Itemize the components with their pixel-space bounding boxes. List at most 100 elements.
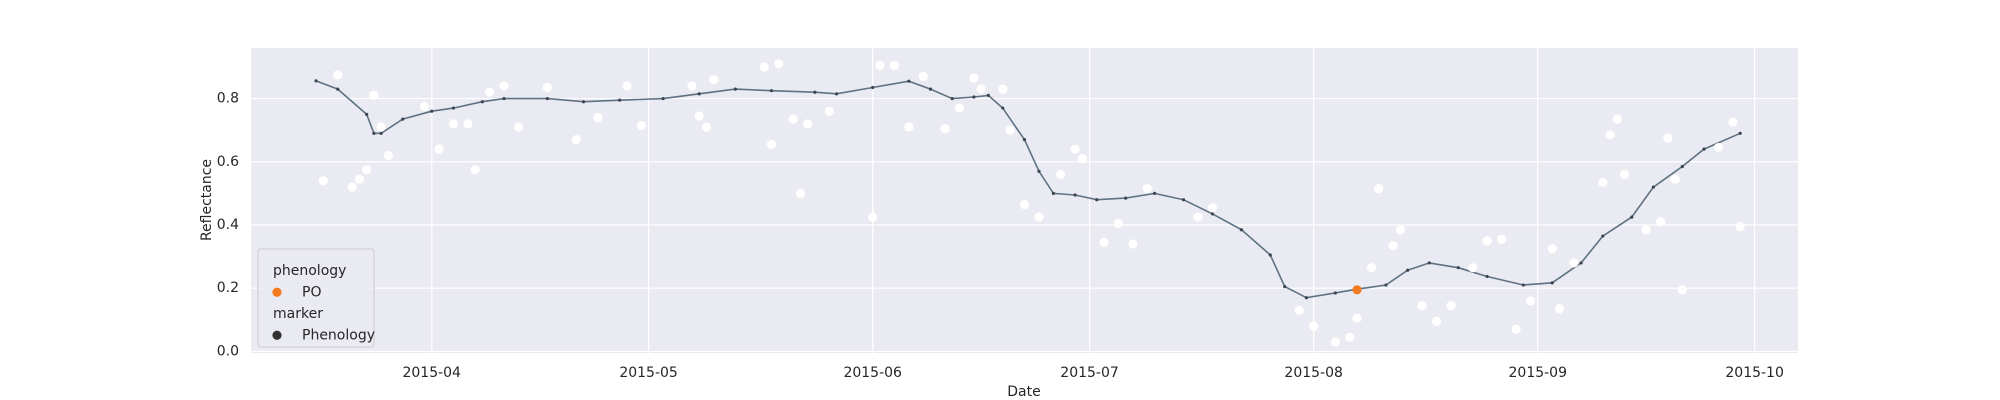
scatter-point <box>1374 184 1384 194</box>
line-point <box>1051 191 1056 195</box>
scatter-point <box>709 75 719 85</box>
line-point <box>1037 169 1041 173</box>
scatter-point <box>904 122 914 132</box>
line-point <box>1333 291 1337 295</box>
scatter-point <box>1099 237 1109 247</box>
line-point <box>1268 253 1272 257</box>
scatter-point <box>1497 234 1507 244</box>
scatter-point <box>1005 125 1015 135</box>
scatter-point <box>448 119 459 129</box>
y-axis-label: Reflectance <box>199 159 215 241</box>
scatter-point <box>1352 313 1362 323</box>
scatter-point <box>636 120 646 131</box>
legend-marker <box>272 287 282 297</box>
line-point <box>1073 193 1077 197</box>
scatter-point <box>868 212 878 222</box>
line-point <box>1738 131 1742 135</box>
line-point <box>1239 228 1243 232</box>
line-point <box>1601 234 1605 238</box>
line-point <box>972 95 976 99</box>
line-point <box>769 89 774 93</box>
scatter-point <box>1113 218 1124 229</box>
line-point <box>1427 261 1431 265</box>
scatter-point <box>1345 332 1355 342</box>
scatter-point <box>622 81 632 91</box>
line-point <box>1124 196 1128 200</box>
scatter-point <box>788 114 798 124</box>
scatter-point <box>701 122 712 132</box>
y-tick-label: 0.8 <box>217 91 239 107</box>
line-point <box>1406 268 1410 272</box>
line-point <box>1001 106 1005 110</box>
scatter-point <box>1670 174 1680 184</box>
scatter-point <box>954 103 965 113</box>
scatter-point <box>1619 169 1630 180</box>
scatter-point <box>463 119 473 129</box>
scatter-point <box>759 62 769 72</box>
scatter-point <box>1641 225 1651 235</box>
scatter-point <box>434 144 444 154</box>
scatter-point <box>513 122 524 132</box>
scatter-point <box>1309 321 1319 331</box>
scatter-point <box>1569 258 1579 268</box>
legend: phenology PO marker Phenology <box>257 248 375 348</box>
line-point <box>950 96 954 101</box>
scatter-point <box>824 106 834 116</box>
y-tick-label: 0.4 <box>217 217 239 233</box>
scatter-point <box>1294 305 1304 315</box>
scatter-point <box>1735 221 1745 232</box>
line-point <box>1022 138 1027 142</box>
scatter-point <box>1077 154 1087 164</box>
scatter-point <box>1446 300 1456 311</box>
line-point <box>1456 266 1460 270</box>
line-point <box>372 131 376 135</box>
scatter-point <box>774 59 784 69</box>
legend-frame <box>257 248 375 348</box>
scatter-point <box>333 70 343 80</box>
y-tick-label: 0.2 <box>217 280 239 296</box>
scatter-point <box>694 111 704 121</box>
line-point <box>401 117 405 121</box>
scatter-point <box>499 81 509 91</box>
line-point <box>1702 147 1706 151</box>
scatter-point <box>362 165 372 175</box>
scatter-point <box>1525 296 1536 306</box>
line-point <box>314 79 318 83</box>
line-point <box>336 87 340 91</box>
line-point <box>1521 283 1525 287</box>
line-point <box>581 100 586 104</box>
scatter-point <box>687 81 697 91</box>
line-point <box>1304 296 1309 300</box>
scatter-point <box>1431 316 1442 326</box>
line-point <box>1153 191 1157 195</box>
line-point <box>545 96 549 101</box>
scatter-point <box>1366 263 1377 273</box>
scatter-point <box>1612 114 1622 124</box>
scatter-point <box>1070 144 1080 154</box>
x-tick-label: 2015-04 <box>402 365 461 381</box>
scatter-point <box>318 176 328 186</box>
legend-title: marker <box>273 306 323 322</box>
line-point <box>502 96 506 101</box>
scatter-point <box>940 123 950 134</box>
scatter-point <box>1547 244 1557 254</box>
x-tick-label: 2015-09 <box>1509 365 1568 381</box>
line-point <box>986 93 990 98</box>
line-point <box>365 112 369 116</box>
scatter-point <box>1128 239 1138 249</box>
scatter-point <box>803 119 813 129</box>
scatter-point <box>1598 177 1608 187</box>
scatter-point <box>1663 133 1673 143</box>
scatter-point <box>1395 225 1406 235</box>
scatter-point <box>1511 324 1521 334</box>
legend-label: Phenology <box>302 327 375 343</box>
line-point <box>379 131 383 135</box>
scatter-point <box>875 60 885 70</box>
line-point <box>1651 185 1656 189</box>
scatter-point <box>383 150 393 161</box>
scatter-point <box>1677 285 1687 295</box>
line-point <box>928 87 933 91</box>
scatter-point <box>484 87 495 97</box>
scatter-point <box>1193 212 1203 222</box>
scatter-point <box>1468 263 1478 273</box>
